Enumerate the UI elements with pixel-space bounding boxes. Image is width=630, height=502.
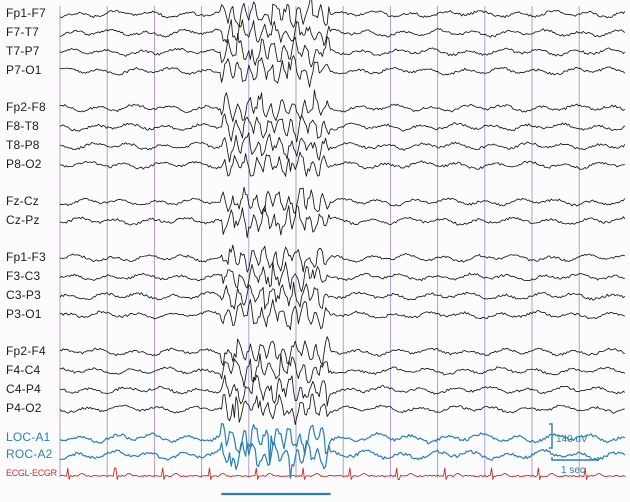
scale-label-time: 1 sec (561, 465, 585, 476)
channel-label: Fz-Cz (6, 194, 39, 208)
channel-label: Fp1-F7 (6, 6, 46, 20)
eeg-figure: 140 uV 1 sec Fp1-F7 F7-T7 T7-P7 P7-O1 Fp2-F8 F8… (0, 0, 630, 502)
channel-label: ROC-A2 (6, 447, 53, 461)
channel-label: P8-O2 (6, 157, 42, 171)
channel-label: F3-C3 (6, 269, 40, 283)
scale-label-amplitude: 140 uV (556, 434, 588, 445)
channel-label: C3-P3 (6, 288, 41, 302)
channel-label: P7-O1 (6, 63, 42, 77)
channel-label: LOC-A1 (6, 430, 51, 444)
channel-label: Fp2-F4 (6, 344, 46, 358)
eeg-svg: 140 uV 1 sec (0, 0, 630, 502)
channel-label: T8-P8 (6, 138, 40, 152)
channel-label: F7-T7 (6, 25, 39, 39)
plot-background (0, 0, 630, 502)
channel-label: P3-O1 (6, 307, 42, 321)
channel-label: ECGL-ECGR (6, 468, 57, 478)
channel-label: F8-T8 (6, 119, 39, 133)
channel-label: C4-P4 (6, 382, 41, 396)
channel-label: Cz-Pz (6, 213, 40, 227)
channel-label: F4-C4 (6, 363, 40, 377)
channel-label: T7-P7 (6, 44, 40, 58)
channel-label: Fp1-F3 (6, 250, 46, 264)
channel-label: Fp2-F8 (6, 100, 46, 114)
channel-label: P4-O2 (6, 401, 42, 415)
